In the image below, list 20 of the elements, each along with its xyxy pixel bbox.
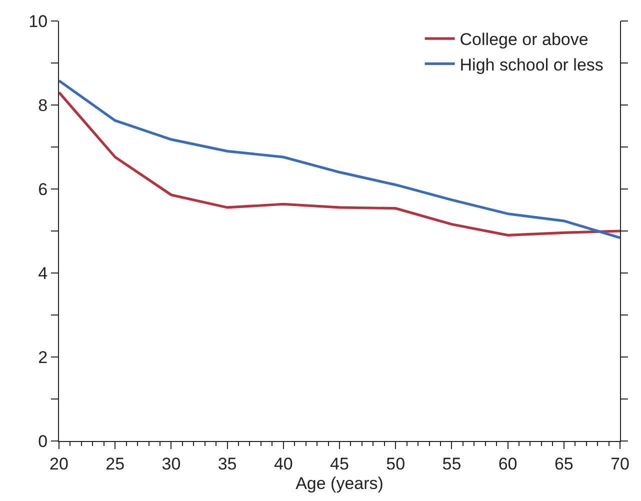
y-tick-label: 10 bbox=[28, 12, 48, 31]
y-tick-label: 4 bbox=[38, 264, 48, 283]
x-tick-label: 70 bbox=[610, 454, 630, 474]
x-tick-label: 35 bbox=[218, 454, 237, 474]
legend-label: College or above bbox=[460, 30, 588, 50]
x-tick-label: 50 bbox=[386, 454, 406, 474]
y-tick-label: 6 bbox=[38, 180, 48, 199]
x-tick-label: 60 bbox=[498, 454, 518, 474]
x-tick-label: 45 bbox=[330, 454, 349, 474]
x-tick-label: 55 bbox=[442, 454, 462, 474]
x-tick-label: 20 bbox=[50, 454, 68, 474]
y-tick-label: 8 bbox=[38, 96, 48, 115]
legend-label: High school or less bbox=[460, 55, 604, 74]
x-axis-title: Age (years) bbox=[296, 474, 384, 493]
x-tick-label: 25 bbox=[106, 454, 125, 474]
y-tick-label: 2 bbox=[38, 348, 48, 367]
x-tick-label: 30 bbox=[162, 454, 181, 474]
x-tick-label: 65 bbox=[554, 454, 574, 474]
x-tick-label: 40 bbox=[274, 454, 293, 474]
y-tick-label: 0 bbox=[38, 432, 48, 451]
